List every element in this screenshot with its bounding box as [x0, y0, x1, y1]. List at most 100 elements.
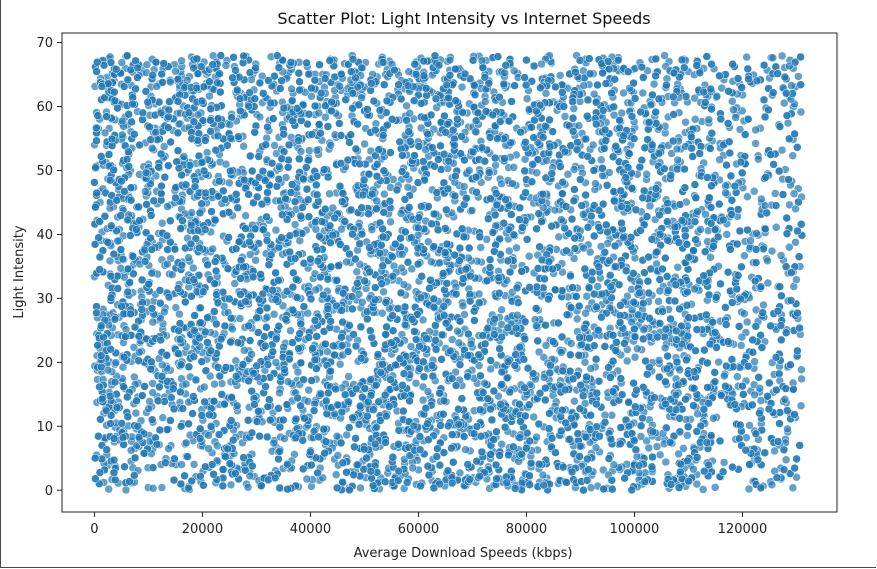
data-point: [794, 72, 803, 81]
data-point: [796, 401, 806, 411]
data-point: [342, 430, 351, 440]
data-point: [177, 460, 186, 469]
data-point: [121, 485, 131, 495]
data-point: [783, 118, 793, 128]
data-point: [486, 364, 495, 374]
data-point: [226, 480, 236, 490]
data-point: [509, 163, 519, 172]
data-point: [126, 446, 136, 455]
data-point: [508, 179, 517, 188]
data-point: [655, 286, 665, 296]
data-point: [743, 192, 752, 201]
data-point: [649, 79, 659, 89]
data-point: [660, 51, 669, 60]
data-point: [781, 455, 791, 465]
data-point: [290, 220, 300, 229]
data-point: [435, 258, 445, 268]
points-group: [90, 51, 807, 495]
data-point: [715, 155, 724, 164]
data-point: [217, 379, 227, 388]
data-point: [144, 404, 153, 413]
data-point: [272, 182, 282, 191]
data-point: [247, 75, 256, 84]
data-point: [722, 230, 732, 239]
data-point: [331, 470, 341, 479]
data-point: [166, 77, 175, 87]
data-point: [797, 365, 806, 374]
data-point: [148, 317, 158, 327]
data-point: [554, 232, 564, 242]
data-point: [241, 211, 250, 220]
data-point: [445, 55, 455, 65]
data-point: [788, 151, 797, 160]
data-point: [740, 251, 749, 260]
chart-title: Scatter Plot: Light Intensity vs Interne…: [277, 9, 650, 28]
data-point: [541, 341, 551, 350]
data-point: [740, 309, 749, 318]
data-point: [560, 112, 570, 121]
data-point: [785, 200, 794, 210]
data-point: [279, 342, 288, 352]
data-point: [572, 314, 582, 324]
data-point: [379, 287, 388, 297]
data-point: [672, 144, 682, 154]
data-point: [145, 397, 154, 406]
data-point: [332, 431, 342, 441]
data-point: [737, 332, 747, 342]
data-point: [645, 201, 655, 211]
data-point: [524, 251, 534, 261]
data-point: [777, 145, 787, 155]
data-point: [570, 396, 579, 406]
data-point: [736, 341, 746, 350]
data-point: [497, 305, 506, 315]
data-point: [104, 484, 113, 494]
data-point: [435, 460, 445, 470]
data-point: [720, 371, 729, 381]
data-point: [221, 159, 231, 169]
data-point: [754, 154, 763, 164]
data-point: [157, 483, 167, 492]
data-point: [709, 414, 718, 423]
data-point: [779, 98, 789, 108]
data-point: [454, 338, 464, 348]
data-point: [360, 139, 369, 149]
data-point: [661, 457, 671, 467]
data-point: [749, 187, 759, 196]
data-point: [596, 155, 606, 165]
data-point: [605, 168, 614, 177]
data-point: [325, 189, 334, 199]
data-point: [321, 112, 330, 122]
data-point: [275, 483, 284, 493]
data-point: [235, 314, 245, 323]
data-point: [287, 84, 296, 94]
data-point: [622, 356, 632, 366]
data-point: [512, 243, 521, 253]
data-point: [204, 444, 213, 453]
data-point: [532, 168, 542, 178]
data-point: [742, 317, 752, 327]
data-point: [408, 463, 417, 473]
data-point: [710, 483, 720, 492]
data-point: [305, 146, 314, 155]
data-point: [158, 413, 168, 422]
data-point: [157, 218, 167, 228]
data-point: [681, 117, 690, 127]
data-point: [792, 275, 801, 284]
data-point: [358, 297, 367, 307]
data-point: [755, 384, 765, 393]
data-point: [342, 257, 351, 267]
data-point: [344, 372, 353, 381]
data-point: [729, 105, 738, 115]
data-point: [230, 279, 239, 288]
data-point: [750, 390, 759, 400]
data-point: [304, 385, 313, 395]
data-point: [457, 82, 467, 92]
data-point: [673, 263, 683, 272]
data-point: [591, 179, 600, 188]
data-point: [588, 140, 598, 150]
data-point: [654, 297, 663, 306]
data-point: [130, 372, 139, 382]
data-point: [274, 162, 284, 171]
